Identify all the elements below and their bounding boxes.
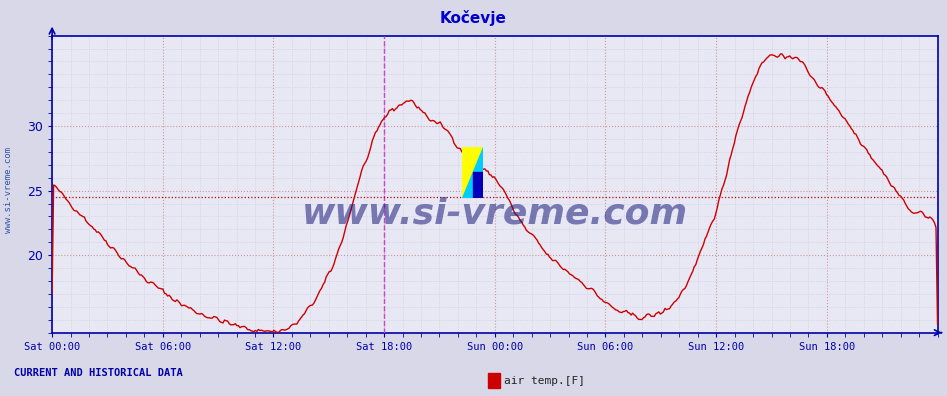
Text: www.si-vreme.com: www.si-vreme.com <box>4 147 13 233</box>
Text: Kočevje: Kočevje <box>440 10 507 26</box>
Text: www.si-vreme.com: www.si-vreme.com <box>302 197 688 231</box>
Text: air temp.[F]: air temp.[F] <box>504 375 585 386</box>
Polygon shape <box>462 147 483 198</box>
Polygon shape <box>473 172 483 198</box>
Text: CURRENT AND HISTORICAL DATA: CURRENT AND HISTORICAL DATA <box>14 368 183 378</box>
Polygon shape <box>462 147 483 198</box>
